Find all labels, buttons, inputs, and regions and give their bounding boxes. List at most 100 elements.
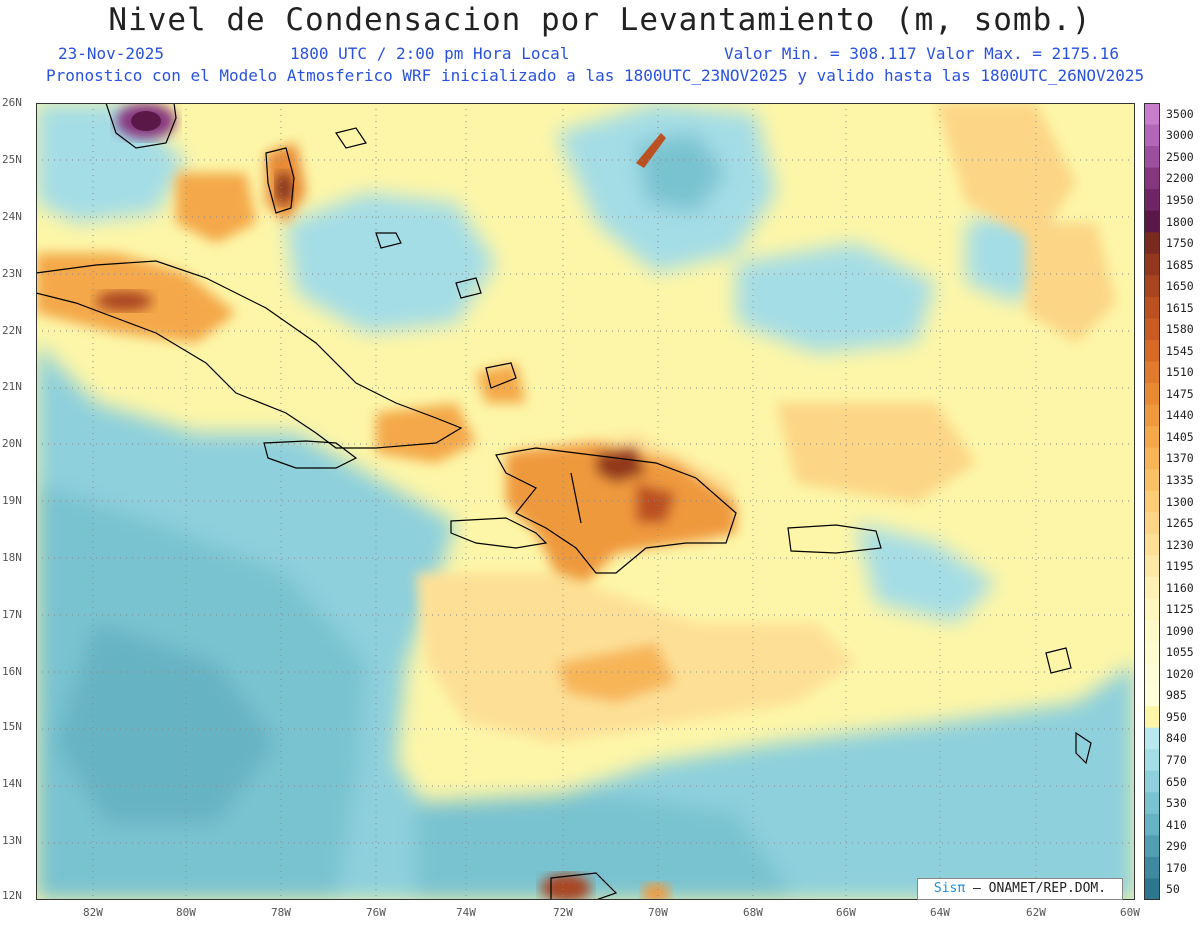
colorbar-swatch (1144, 770, 1160, 793)
colorbar-swatch (1144, 361, 1160, 384)
map-title: Nivel de Condensacion por Levantamiento … (108, 2, 1092, 38)
martinique (1075, 731, 1092, 765)
hispaniola-coast (495, 447, 737, 574)
colorbar-label: 1335 (1166, 473, 1194, 487)
lat-label: 19N (2, 494, 22, 507)
colorbar-label: 1800 (1166, 214, 1194, 229)
bahamas-2 (375, 232, 402, 249)
lat-label: 21N (2, 380, 22, 393)
forecast-label: Pronostico con el Modelo Atmosferico WRF… (46, 66, 1145, 85)
venezuela-coast (550, 872, 618, 900)
lon-label: 64W (930, 906, 950, 919)
jamaica-coast (263, 440, 358, 469)
lat-label: 20N (2, 437, 22, 450)
colorbar-label: 1405 (1166, 429, 1194, 444)
graticule (36, 103, 1135, 900)
colorbar-label: 1230 (1166, 537, 1194, 552)
date-label: 23-Nov-2025 (58, 44, 164, 63)
colorbar-swatch (1144, 426, 1160, 449)
lat-label: 18N (2, 551, 22, 564)
lon-label: 70W (648, 906, 668, 919)
bahamas-1 (335, 127, 367, 149)
colorbar-label: 1685 (1166, 257, 1194, 272)
moist-regions (36, 103, 1135, 900)
colorbar-swatch (1144, 663, 1160, 686)
colorbar-label: 1090 (1166, 623, 1194, 638)
time-label: 1800 UTC / 2:00 pm Hora Local (290, 44, 570, 63)
colorbar-swatch (1144, 490, 1160, 513)
colorbar-swatch (1144, 232, 1160, 255)
colorbar-swatch (1144, 167, 1160, 190)
colorbar-label: 1300 (1166, 494, 1194, 509)
colorbar-swatch (1144, 706, 1160, 729)
colorbar-swatch (1144, 619, 1160, 643)
colorbar-swatch (1144, 512, 1160, 535)
colorbar-label: 1615 (1166, 300, 1194, 315)
bahamas-3 (455, 277, 482, 299)
lat-label: 17N (2, 608, 22, 621)
colorbar-swatch (1144, 813, 1160, 836)
colorbar-label: 985 (1166, 688, 1187, 703)
colorbar-swatch (1144, 103, 1160, 126)
colorbar-swatch (1144, 189, 1160, 212)
colorbar-label: 770 (1166, 753, 1187, 767)
lon-label: 82W (83, 906, 103, 919)
lon-label: 60W (1120, 906, 1140, 919)
lat-label: 22N (2, 324, 22, 337)
colorbar-swatch (1144, 727, 1160, 750)
sispi-logo-text: Sisπ (933, 881, 966, 896)
florida-coast (105, 103, 177, 149)
colorbar-swatch (1144, 275, 1160, 298)
colorbar-label: 1545 (1166, 343, 1194, 358)
colorbar-swatch (1144, 124, 1160, 147)
haiti-south (450, 517, 548, 549)
colorbar-label: 1650 (1166, 279, 1194, 294)
colorbar-label: 840 (1166, 731, 1187, 746)
colorbar-swatch (1144, 339, 1160, 362)
lon-label: 72W (553, 906, 573, 919)
lon-label: 78W (271, 906, 291, 919)
colorbar-swatch (1144, 598, 1160, 621)
coastlines (36, 103, 1092, 900)
lon-label: 76W (366, 906, 386, 919)
colorbar-label: 1580 (1166, 322, 1194, 337)
guadeloupe (1045, 647, 1072, 674)
colorbar-label: 1125 (1166, 602, 1194, 617)
colorbar-swatch (1144, 146, 1160, 169)
lat-label: 24N (2, 210, 22, 223)
lon-label: 66W (836, 906, 856, 919)
colorbar-swatch (1144, 447, 1160, 470)
colorbar-label: 1055 (1166, 645, 1194, 660)
lat-label: 25N (2, 153, 22, 166)
colorbar-swatch (1144, 404, 1160, 427)
lat-label: 12N (2, 889, 22, 902)
colorbar-label: 530 (1166, 796, 1187, 811)
colorbar-label: 1950 (1166, 192, 1194, 207)
colorbar-swatch (1144, 318, 1160, 341)
lon-label: 62W (1026, 906, 1046, 919)
colorbar-label: 1510 (1166, 365, 1194, 380)
colorbar-label: 950 (1166, 709, 1187, 724)
colorbar-label: 1475 (1166, 386, 1194, 401)
caicos (485, 362, 517, 389)
colorbar-swatch (1144, 533, 1160, 556)
colorbar-swatch (1144, 749, 1160, 772)
colorbar-label: 1440 (1166, 408, 1194, 423)
lat-label: 16N (2, 665, 22, 678)
colorbar-label: 1370 (1166, 451, 1194, 466)
colorbar-swatch (1144, 792, 1160, 815)
colorbar-label: 2200 (1166, 171, 1194, 186)
lon-label: 68W (743, 906, 763, 919)
colorbar-label: 1020 (1166, 666, 1194, 681)
colorbar-swatch (1144, 576, 1160, 599)
lat-label: 13N (2, 834, 22, 847)
colorbar-label: 3500 (1166, 106, 1194, 121)
colorbar-label: 3000 (1166, 128, 1194, 143)
hot-spots (96, 103, 670, 900)
colorbar-swatch (1144, 469, 1160, 492)
lat-label: 23N (2, 267, 22, 280)
lat-label: 14N (2, 777, 22, 790)
colorbar-frame (1144, 103, 1160, 900)
colorbar-label: 2500 (1166, 149, 1194, 164)
hispaniola-dry (506, 443, 736, 583)
